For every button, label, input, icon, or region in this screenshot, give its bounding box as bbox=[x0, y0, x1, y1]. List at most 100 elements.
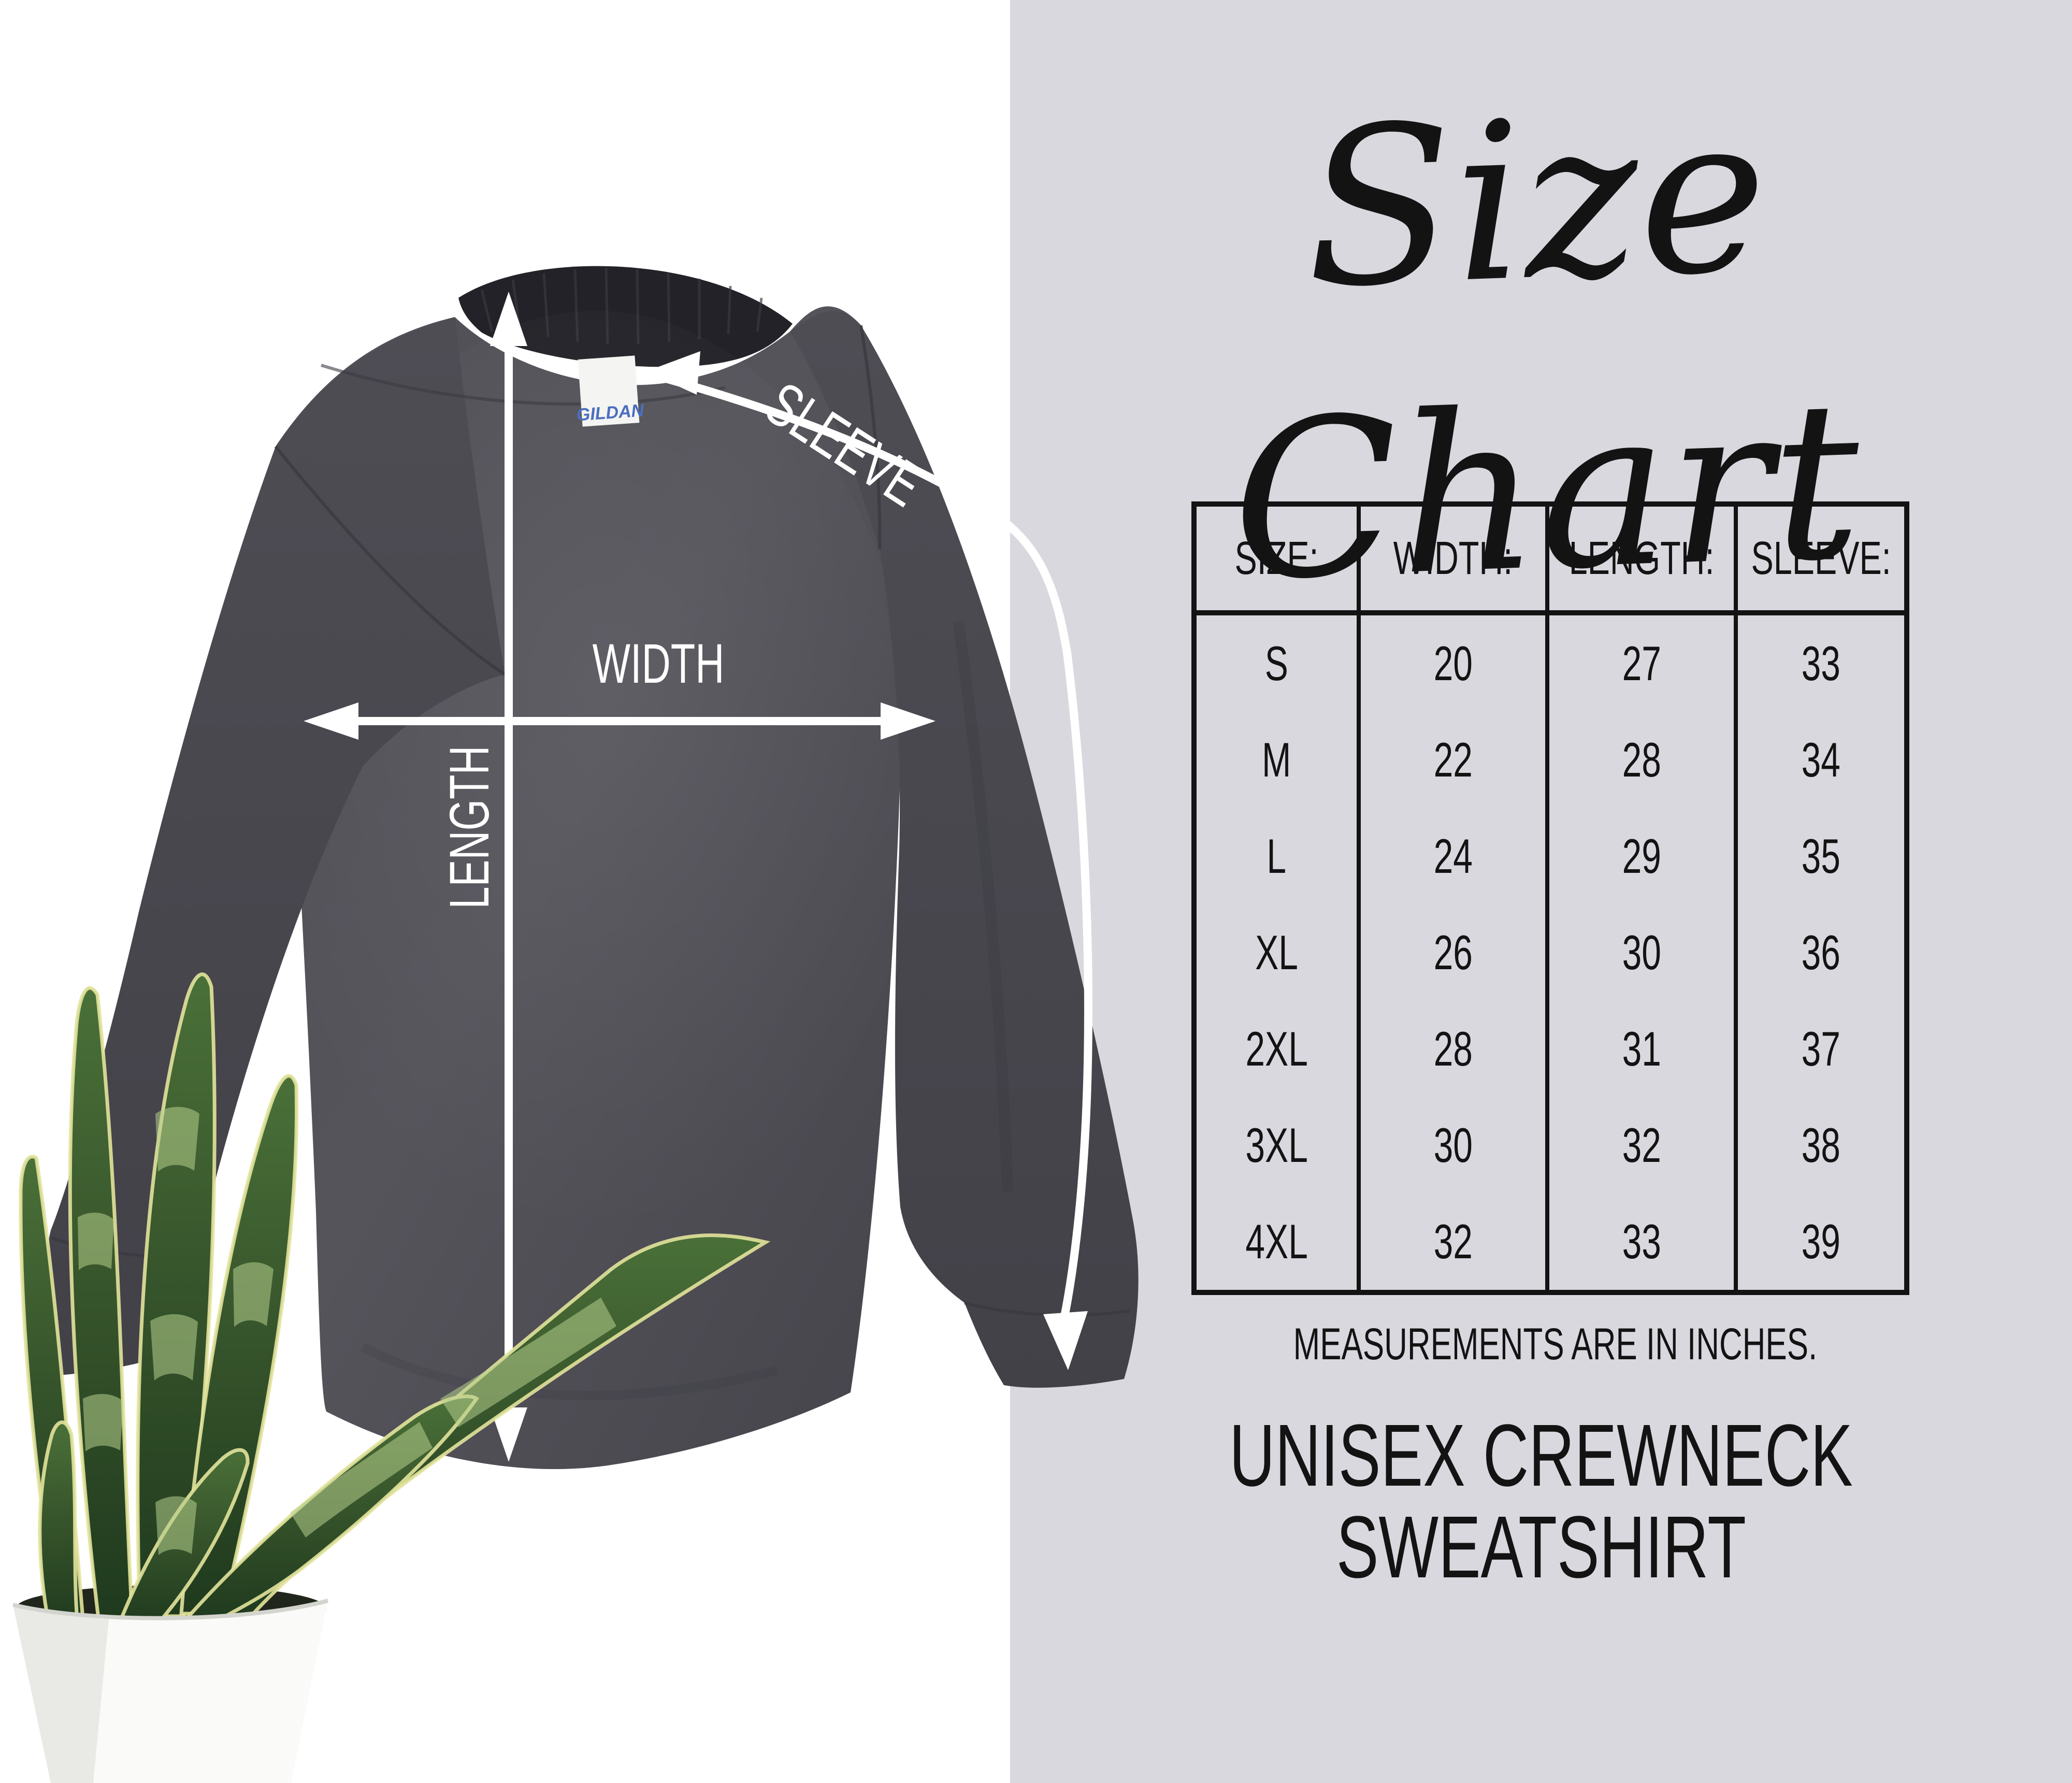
value-cell-text: 33 bbox=[1801, 636, 1841, 691]
value-cell: 32 bbox=[1361, 1194, 1549, 1290]
sleeve-label: SLEEVE bbox=[754, 369, 935, 520]
size-cell-text: S bbox=[1264, 636, 1289, 691]
value-cell-text: 32 bbox=[1622, 1118, 1661, 1172]
pot-shade bbox=[13, 1605, 109, 1783]
value-cell-text: 22 bbox=[1433, 732, 1473, 787]
value-cell: 34 bbox=[1738, 712, 1904, 808]
header-cell-text: LENGTH: bbox=[1569, 532, 1715, 584]
sleeve-fold-shadow bbox=[953, 621, 1013, 1192]
value-cell: 33 bbox=[1738, 615, 1904, 712]
size-cell: 2XL bbox=[1197, 1001, 1361, 1097]
pot-soil bbox=[16, 1585, 326, 1632]
value-cell: 27 bbox=[1549, 615, 1738, 712]
width-arrow bbox=[304, 702, 936, 740]
value-cell-text: 36 bbox=[1801, 925, 1841, 980]
size-cell-text: 3XL bbox=[1245, 1118, 1308, 1172]
value-cell-text: 28 bbox=[1433, 1022, 1473, 1076]
value-cell: 31 bbox=[1549, 1001, 1738, 1097]
value-cell-text: 28 bbox=[1622, 732, 1661, 787]
value-cell: 29 bbox=[1549, 808, 1738, 904]
neck-tag: GILDAN bbox=[576, 355, 645, 427]
yoke-seam bbox=[321, 364, 726, 406]
value-cell: 30 bbox=[1549, 904, 1738, 1001]
value-cell: 28 bbox=[1549, 712, 1738, 808]
value-cell-text: 32 bbox=[1433, 1214, 1473, 1269]
value-cell-text: 33 bbox=[1622, 1214, 1661, 1269]
product-name-line1-text: UNISEX CREWNECK bbox=[1229, 1406, 1853, 1505]
value-cell: 36 bbox=[1738, 904, 1904, 1001]
plant-leaves bbox=[19, 972, 771, 1629]
size-table: SIZE: WIDTH: LENGTH: SLEEVE: S 20 27 33 M 22 28 34 L… bbox=[1191, 501, 1909, 1295]
size-cell: M bbox=[1197, 712, 1361, 808]
value-cell-text: 30 bbox=[1433, 1118, 1473, 1172]
left-shoulder-seam bbox=[274, 445, 506, 676]
pot bbox=[13, 1601, 328, 1783]
sweatshirt: GILDAN bbox=[44, 266, 1139, 1470]
value-cell-text: 27 bbox=[1622, 636, 1661, 691]
value-cell-text: 30 bbox=[1622, 925, 1661, 980]
value-cell: 39 bbox=[1738, 1194, 1904, 1290]
length-label-group: LENGTH bbox=[438, 745, 500, 909]
value-cell: 30 bbox=[1361, 1097, 1549, 1194]
size-cell: L bbox=[1197, 808, 1361, 904]
collar bbox=[458, 266, 793, 367]
value-cell-text: 39 bbox=[1801, 1214, 1841, 1269]
header-cell: SIZE: bbox=[1197, 507, 1361, 615]
header-cell-text: SIZE: bbox=[1234, 532, 1319, 584]
value-cell: 35 bbox=[1738, 808, 1904, 904]
right-armhole-seam bbox=[859, 325, 882, 550]
value-cell: 26 bbox=[1361, 904, 1549, 1001]
length-arrow bbox=[490, 292, 527, 1462]
left-cuff-seam bbox=[51, 1236, 193, 1260]
body-panel bbox=[276, 306, 903, 1470]
width-label-group: WIDTH bbox=[593, 632, 725, 695]
pot-rim bbox=[12, 1599, 329, 1620]
value-cell: 37 bbox=[1738, 1001, 1904, 1097]
sleeve-label-group: SLEEVE bbox=[754, 369, 935, 520]
size-cell: 3XL bbox=[1197, 1097, 1361, 1194]
value-cell-text: 24 bbox=[1433, 829, 1473, 883]
size-cell-text: XL bbox=[1255, 925, 1298, 980]
product-name-line2: SWEATSHIRT bbox=[1010, 1502, 2072, 1593]
product-name-line2-text: SWEATSHIRT bbox=[1336, 1498, 1746, 1597]
header-cell: WIDTH: bbox=[1360, 507, 1549, 615]
tag-brand-label: GILDAN bbox=[576, 400, 645, 425]
header-cell-text: WIDTH: bbox=[1393, 532, 1513, 584]
left-sleeve bbox=[44, 317, 505, 1375]
measurement-arrows bbox=[304, 292, 1092, 1462]
value-cell: 33 bbox=[1549, 1194, 1738, 1290]
value-cell-text: 20 bbox=[1433, 636, 1473, 691]
size-cell-text: L bbox=[1267, 829, 1287, 883]
value-cell: 24 bbox=[1361, 808, 1549, 904]
value-cell-text: 37 bbox=[1801, 1022, 1841, 1076]
measurements-note: MEASUREMENTS ARE IN INCHES. bbox=[1191, 1319, 1909, 1370]
hem-fold-shadow bbox=[360, 1343, 779, 1401]
size-cell-text: M bbox=[1262, 732, 1291, 787]
value-cell: 20 bbox=[1361, 615, 1549, 712]
header-cell-text: SLEEVE: bbox=[1751, 532, 1891, 584]
value-cell-text: 38 bbox=[1801, 1118, 1841, 1172]
value-cell: 22 bbox=[1361, 712, 1549, 808]
value-cell-text: 29 bbox=[1622, 829, 1661, 883]
value-cell: 32 bbox=[1549, 1097, 1738, 1194]
size-cell-text: 2XL bbox=[1245, 1022, 1308, 1076]
header-cell: LENGTH: bbox=[1549, 507, 1738, 615]
value-cell: 38 bbox=[1738, 1097, 1904, 1194]
width-label: WIDTH bbox=[593, 632, 725, 695]
value-cell-text: 34 bbox=[1801, 732, 1841, 787]
size-cell: S bbox=[1197, 615, 1361, 712]
value-cell-text: 35 bbox=[1801, 829, 1841, 883]
size-cell-text: 4XL bbox=[1245, 1214, 1308, 1269]
header-cell: SLEEVE: bbox=[1737, 507, 1904, 615]
right-panel bbox=[1010, 0, 2072, 1783]
leaf-variegation bbox=[78, 1106, 616, 1555]
size-cell: 4XL bbox=[1197, 1194, 1361, 1290]
value-cell-text: 31 bbox=[1622, 1022, 1661, 1076]
collar-rib-texture bbox=[480, 267, 763, 345]
plant bbox=[12, 972, 771, 1783]
measurements-note-text: MEASUREMENTS ARE IN INCHES. bbox=[1293, 1319, 1818, 1369]
length-label: LENGTH bbox=[438, 745, 500, 909]
product-name-line1: UNISEX CREWNECK bbox=[1010, 1411, 2072, 1501]
value-cell-text: 26 bbox=[1433, 925, 1473, 980]
